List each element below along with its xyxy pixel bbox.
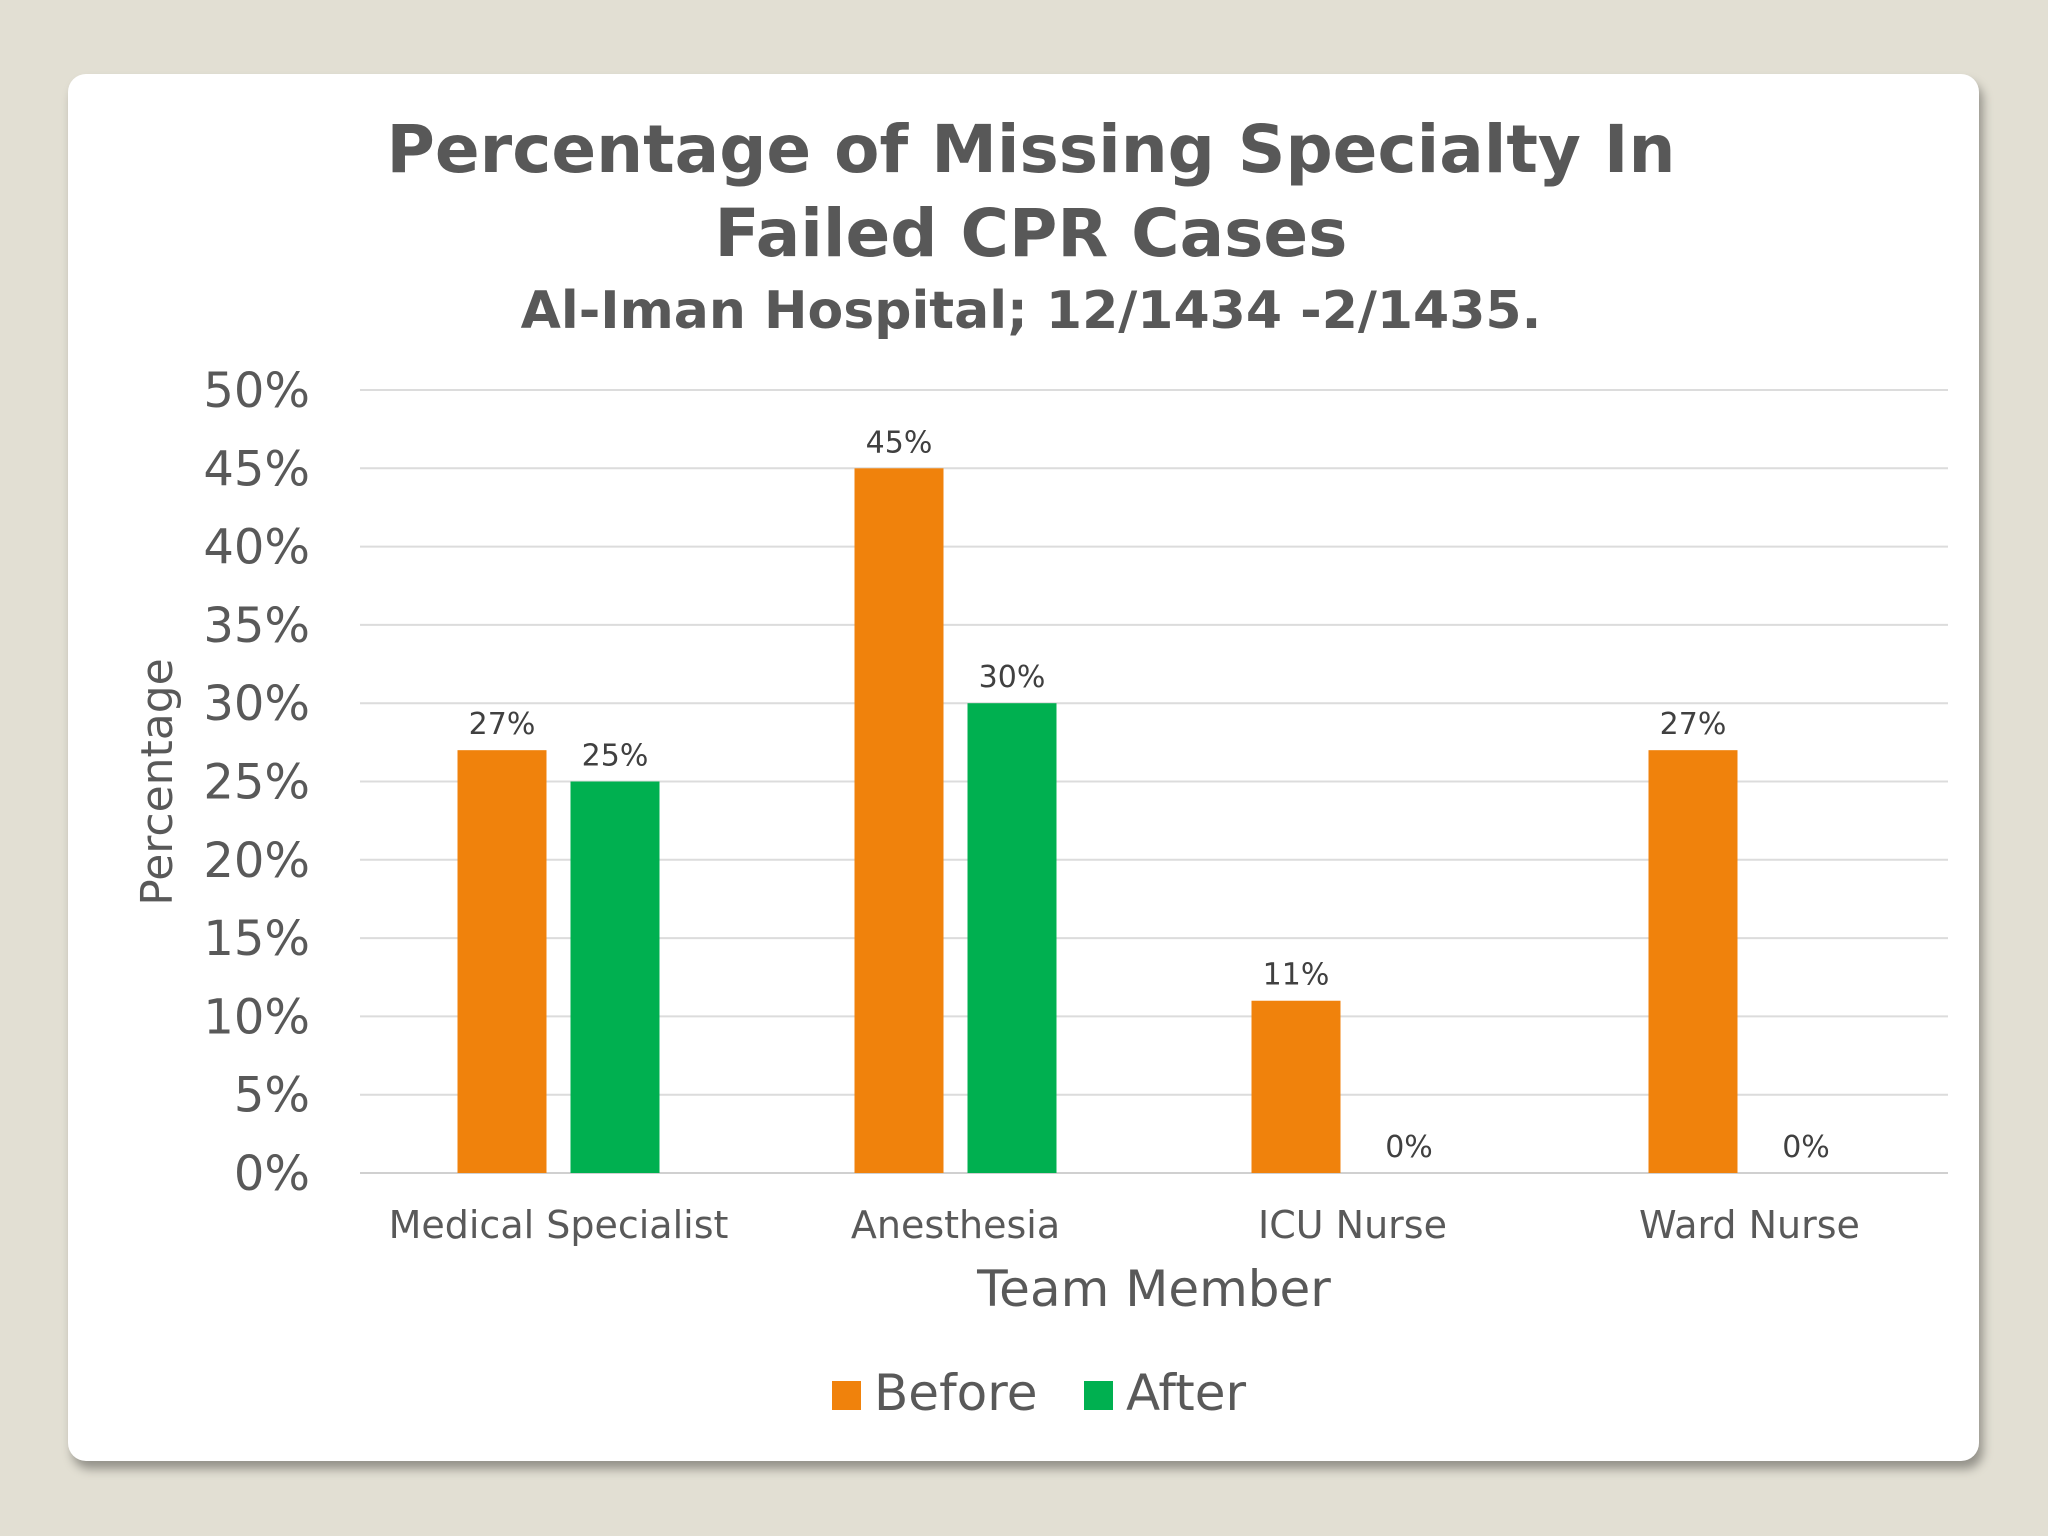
y-tick-label: 40% bbox=[203, 520, 310, 576]
bar-after bbox=[570, 781, 660, 1173]
data-label: 11% bbox=[1263, 958, 1330, 993]
data-label: 45% bbox=[866, 425, 933, 460]
bar-before bbox=[1648, 750, 1738, 1173]
bar-before bbox=[457, 750, 547, 1173]
data-label: 30% bbox=[979, 660, 1046, 695]
chart-subtitle: Al-Iman Hospital; 12/1434 -2/1435. bbox=[521, 281, 1542, 341]
bar-before bbox=[1251, 1000, 1341, 1173]
data-label: 0% bbox=[1782, 1130, 1830, 1165]
legend-label-after: After bbox=[1126, 1364, 1247, 1422]
y-tick-label: 5% bbox=[234, 1068, 310, 1124]
bar-before bbox=[854, 468, 944, 1173]
y-tick-label: 35% bbox=[203, 598, 310, 654]
legend-swatch-after bbox=[1084, 1381, 1113, 1410]
y-tick-label: 30% bbox=[203, 676, 310, 732]
legend-label-before: Before bbox=[874, 1364, 1037, 1422]
y-axis-ticks: 0% 5% 10% 15% 20% 25% 30% 35% 40% 45% 50% bbox=[203, 363, 310, 1202]
bars bbox=[457, 468, 1738, 1173]
y-tick-label: 15% bbox=[203, 911, 310, 967]
x-tick-label: Anesthesia bbox=[851, 1203, 1060, 1247]
y-tick-label: 0% bbox=[234, 1146, 310, 1202]
x-tick-label: Ward Nurse bbox=[1639, 1203, 1860, 1247]
data-labels: 27% 25% 45% 30% 11% 0% 27% 0% bbox=[469, 425, 1830, 1165]
data-label: 25% bbox=[582, 739, 649, 774]
x-tick-label: Medical Specialist bbox=[389, 1203, 729, 1247]
y-tick-label: 10% bbox=[203, 989, 310, 1045]
x-tick-label: ICU Nurse bbox=[1258, 1203, 1447, 1247]
y-tick-label: 25% bbox=[203, 755, 310, 811]
x-axis-title: Team Member bbox=[976, 1260, 1331, 1318]
x-axis-ticks: Medical Specialist Anesthesia ICU Nurse War… bbox=[389, 1203, 1860, 1247]
data-label: 27% bbox=[469, 707, 536, 742]
y-tick-label: 50% bbox=[203, 363, 310, 419]
y-axis-title: Percentage bbox=[132, 658, 183, 906]
data-label: 0% bbox=[1385, 1130, 1433, 1165]
legend: Before After bbox=[832, 1364, 1247, 1422]
data-label: 27% bbox=[1660, 707, 1727, 742]
y-tick-label: 20% bbox=[203, 833, 310, 889]
bar-after bbox=[967, 703, 1057, 1173]
y-tick-label: 45% bbox=[203, 441, 310, 497]
chart-title-line-2: Failed CPR Cases bbox=[715, 195, 1348, 272]
chart-title-line-1: Percentage of Missing Specialty In bbox=[387, 111, 1676, 188]
legend-swatch-before bbox=[832, 1381, 861, 1410]
